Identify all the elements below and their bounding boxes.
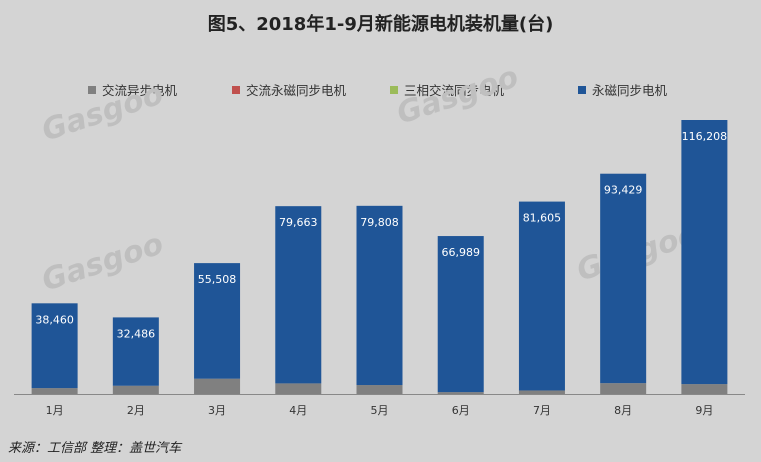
legend-label: 三相交流同步电机 [404, 83, 505, 98]
data-label: 79,808 [360, 216, 399, 229]
bar-pm-sync [600, 173, 647, 384]
bar-pm-sync [31, 303, 78, 389]
legend-item-pm-sync: 永磁同步电机 [578, 80, 667, 99]
legend-swatch [578, 85, 586, 94]
bar-async [437, 392, 484, 394]
bar-async [31, 388, 78, 394]
legend: 交流异步电机 交流永磁同步电机 三相交流同步电机 永磁同步电机 [0, 80, 761, 98]
x-tick-label: 8月 [614, 404, 632, 417]
bar-async [600, 383, 647, 394]
x-tick-label: 5月 [371, 404, 389, 417]
bar-async [681, 384, 728, 394]
legend-swatch [88, 85, 96, 94]
bar-pm-sync [194, 263, 241, 379]
legend-item-async: 交流异步电机 [88, 80, 177, 99]
bar-pm-sync [518, 201, 565, 391]
x-tick-label: 6月 [452, 404, 470, 417]
legend-label: 交流异步电机 [102, 83, 178, 98]
data-label: 55,508 [198, 273, 237, 286]
bar-pm-sync [681, 120, 728, 385]
data-label: 38,460 [35, 313, 74, 326]
legend-swatch [390, 85, 398, 94]
x-tick-label: 7月 [533, 404, 551, 417]
bar-pm-sync [275, 206, 322, 384]
data-label: 79,663 [279, 216, 318, 229]
x-tick-label: 9月 [695, 404, 713, 417]
legend-item-ac-pm: 交流永磁同步电机 [232, 80, 346, 99]
legend-item-three-phase: 三相交流同步电机 [390, 80, 504, 99]
data-label: 81,605 [523, 212, 562, 225]
bar-async [275, 383, 322, 394]
bar-async [194, 378, 241, 394]
legend-swatch [232, 85, 240, 94]
data-label: 32,486 [117, 327, 156, 340]
x-tick-label: 2月 [127, 404, 145, 417]
data-label: 116,208 [682, 130, 728, 143]
data-label: 66,989 [441, 246, 480, 259]
source-note: 来源：工信部 整理：盖世汽车 [8, 441, 182, 456]
x-tick-label: 1月 [46, 404, 64, 417]
bar-pm-sync [356, 205, 403, 386]
legend-label: 交流永磁同步电机 [246, 83, 347, 98]
data-label: 93,429 [604, 184, 643, 197]
x-tick-label: 4月 [289, 404, 307, 417]
bar-async [518, 390, 565, 394]
legend-label: 永磁同步电机 [592, 83, 668, 98]
bar-pm-sync [112, 317, 159, 386]
bar-async [356, 385, 403, 394]
bar-pm-sync [437, 236, 484, 393]
x-tick-label: 3月 [208, 404, 226, 417]
chart-title: 图5、2018年1-9月新能源电机装机量(台) [207, 14, 554, 35]
bar-async [112, 385, 159, 394]
